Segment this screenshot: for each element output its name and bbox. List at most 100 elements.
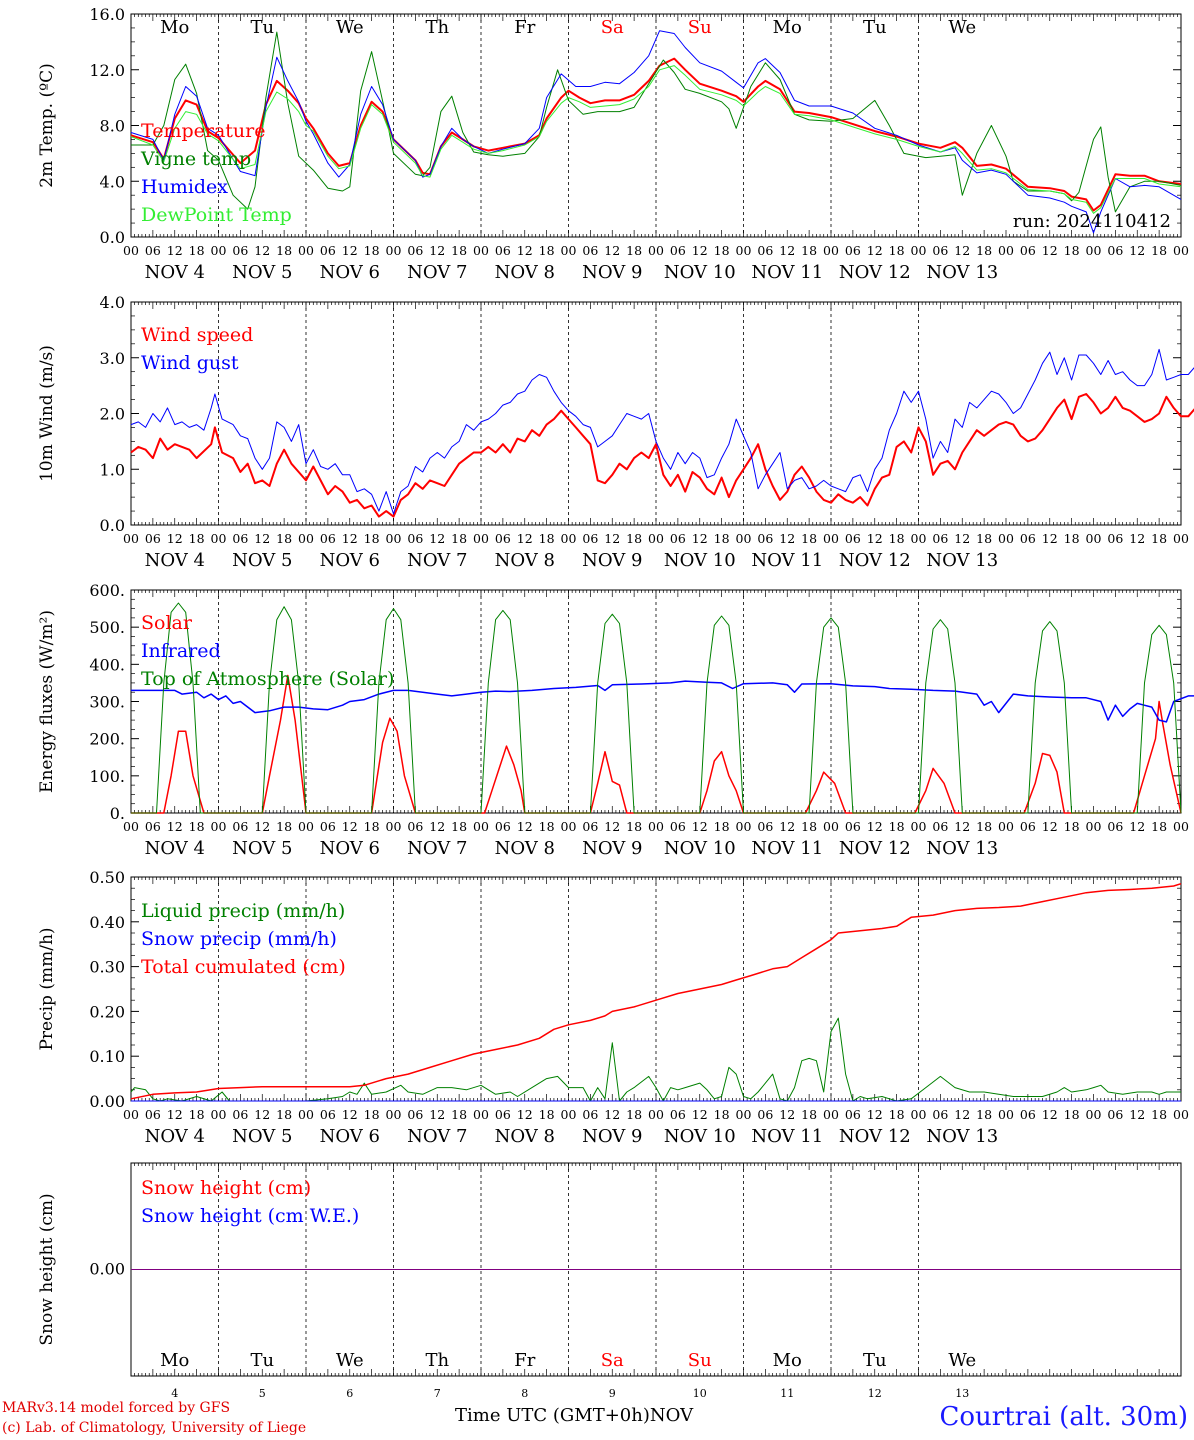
hour-tick-label: 06 <box>845 1107 861 1122</box>
series-line <box>130 57 1182 212</box>
date-label: NOV 6 <box>320 838 380 859</box>
y-tick-label: 16.0 <box>89 5 125 24</box>
hour-tick-label: 12 <box>1042 1107 1058 1122</box>
hour-tick-label: 00 <box>1173 243 1189 258</box>
hour-tick-label: 00 <box>1086 531 1102 546</box>
y-tick-label: 400. <box>89 655 125 674</box>
hour-tick-label: 00 <box>823 819 839 834</box>
hour-tick-label: 06 <box>495 819 511 834</box>
hour-tick-label: 18 <box>451 531 467 546</box>
hour-tick-label: 06 <box>495 531 511 546</box>
date-label: NOV 11 <box>751 838 823 859</box>
panel-precip: 0.00 0.10 0.20 0.30 0.40 0.50 Precip (mm/h) 00 0… <box>37 868 1189 1147</box>
hour-tick-label: 06 <box>1107 1107 1123 1122</box>
series-line <box>131 602 1182 814</box>
hour-tick-label: 12 <box>429 531 445 546</box>
day-number-label: 7 <box>434 1387 441 1400</box>
day-number-label: 12 <box>868 1387 882 1400</box>
hour-tick-label: 12 <box>167 1107 183 1122</box>
y-tick-label: 0. <box>110 804 125 823</box>
hour-tick-label: 12 <box>254 531 270 546</box>
hour-tick-label: 12 <box>692 531 708 546</box>
hour-tick-label: 12 <box>779 243 795 258</box>
date-label: NOV 6 <box>320 262 380 283</box>
y-axis-label: 2m Temp. (ºC) <box>37 63 57 188</box>
hour-tick-label: 18 <box>626 243 642 258</box>
weekday-label: Tu <box>863 17 887 38</box>
y-tick-label: 100. <box>89 767 125 786</box>
hour-tick-label: 12 <box>604 819 620 834</box>
hour-tick-label: 12 <box>517 531 533 546</box>
date-label: NOV 5 <box>232 550 292 571</box>
hour-tick-label: 12 <box>779 819 795 834</box>
weekday-label: Tu <box>250 17 274 38</box>
hour-tick-label: 18 <box>189 1107 205 1122</box>
hour-tick-label: 18 <box>714 243 730 258</box>
location-title: Courtrai (alt. 30m) <box>939 1402 1189 1432</box>
hour-tick-label: 12 <box>1042 243 1058 258</box>
hour-tick-label: 06 <box>407 819 423 834</box>
date-label: NOV 9 <box>582 262 642 283</box>
hour-tick-label: 18 <box>801 1107 817 1122</box>
hour-tick-label: 18 <box>976 1107 992 1122</box>
date-label: NOV 5 <box>232 1126 292 1147</box>
hour-tick-label: 12 <box>254 243 270 258</box>
date-label: NOV 4 <box>145 550 205 571</box>
hour-tick-label: 12 <box>954 819 970 834</box>
hour-tick-label: 18 <box>801 243 817 258</box>
hour-tick-label: 06 <box>670 1107 686 1122</box>
y-axis-label: 10m Wind (m/s) <box>37 345 57 482</box>
legend-entry: Snow height (cm) <box>141 1177 311 1199</box>
date-label: NOV 13 <box>926 838 998 859</box>
weekday-label: Sa <box>601 17 624 38</box>
hour-tick-label: 00 <box>386 819 402 834</box>
date-label: NOV 4 <box>145 838 205 859</box>
day-number-label: 5 <box>259 1387 266 1400</box>
day-number-label: 13 <box>955 1387 969 1400</box>
hour-tick-label: 06 <box>582 531 598 546</box>
hour-tick-label: 00 <box>1173 819 1189 834</box>
hour-tick-label: 18 <box>714 1107 730 1122</box>
y-tick-label: 8.0 <box>100 117 125 136</box>
hour-tick-label: 12 <box>342 819 358 834</box>
hour-tick-label: 12 <box>517 1107 533 1122</box>
date-label: NOV 10 <box>664 550 736 571</box>
series-line <box>130 882 1182 1100</box>
date-label: NOV 10 <box>664 1126 736 1147</box>
legend-entry: Infrared <box>141 640 221 662</box>
plot-frame <box>130 301 1182 526</box>
hour-tick-label: 18 <box>889 1107 905 1122</box>
hour-tick-label: 18 <box>1064 531 1080 546</box>
weekday-label: Mo <box>160 1350 189 1371</box>
date-label: NOV 13 <box>926 1126 998 1147</box>
hour-tick-label: 12 <box>1042 819 1058 834</box>
date-label: NOV 13 <box>926 262 998 283</box>
day-number-label: 6 <box>346 1387 353 1400</box>
hour-tick-label: 00 <box>648 819 664 834</box>
day-number-label: 10 <box>693 1387 707 1400</box>
hour-tick-label: 06 <box>845 531 861 546</box>
day-number-label: 11 <box>780 1387 794 1400</box>
hour-tick-label: 12 <box>954 531 970 546</box>
hour-tick-label: 00 <box>1086 819 1102 834</box>
legend-entry: Wind speed <box>141 324 253 346</box>
date-label: NOV 7 <box>407 1126 467 1147</box>
hour-tick-label: 06 <box>407 1107 423 1122</box>
hour-tick-label: 12 <box>779 1107 795 1122</box>
hour-tick-label: 18 <box>714 531 730 546</box>
date-label: NOV 12 <box>839 550 911 571</box>
day-number-label: 9 <box>609 1387 616 1400</box>
hour-tick-label: 00 <box>561 243 577 258</box>
hour-tick-label: 18 <box>626 819 642 834</box>
hour-tick-label: 00 <box>1086 243 1102 258</box>
series-line <box>130 30 1182 234</box>
series-line <box>131 680 1194 723</box>
hour-tick-label: 12 <box>692 819 708 834</box>
date-label: NOV 4 <box>145 262 205 283</box>
hour-tick-label: 06 <box>670 819 686 834</box>
hour-tick-label: 18 <box>801 531 817 546</box>
legend-entry: Wind gust <box>141 352 239 374</box>
hour-tick-label: 00 <box>298 531 314 546</box>
date-label: NOV 10 <box>664 838 736 859</box>
hour-tick-label: 06 <box>232 819 248 834</box>
